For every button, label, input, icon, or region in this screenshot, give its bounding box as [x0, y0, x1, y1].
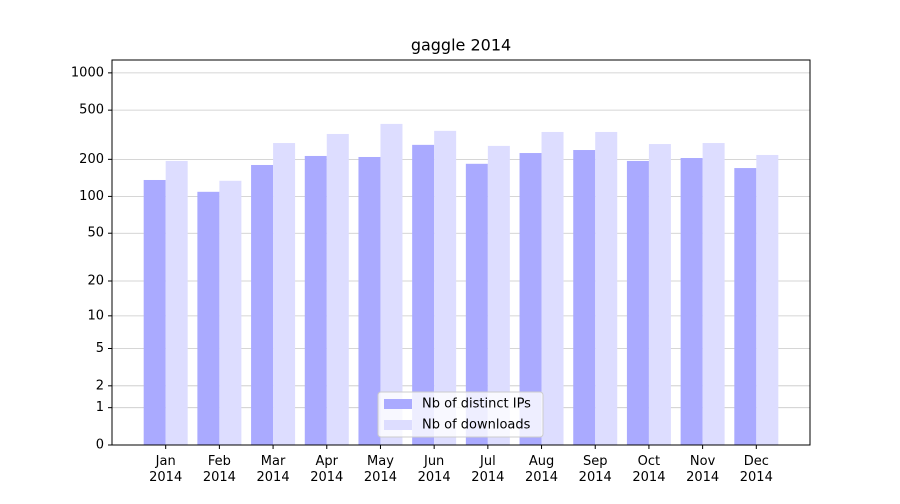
- x-tick-label: Apr 2014: [310, 454, 343, 485]
- chart-title: gaggle 2014: [411, 36, 511, 55]
- bar: [358, 156, 381, 445]
- y-tick-label: 1000: [71, 65, 104, 80]
- bar: [304, 155, 327, 445]
- bar: [626, 160, 649, 446]
- bar: [573, 150, 596, 445]
- bar: [487, 145, 510, 445]
- bar: [380, 123, 403, 446]
- bar: [519, 153, 542, 445]
- x-tick-label: Mar 2014: [257, 454, 290, 485]
- bar: [273, 143, 296, 445]
- legend-label: Nb of downloads: [422, 418, 531, 433]
- y-tick-label: 20: [87, 274, 104, 289]
- x-tick-label: May 2014: [364, 454, 397, 485]
- x-tick-label: Nov 2014: [686, 454, 719, 485]
- y-tick-label: 50: [87, 226, 104, 241]
- x-tick-label: Sep 2014: [579, 454, 612, 485]
- bar: [680, 158, 703, 445]
- bar: [434, 130, 457, 445]
- x-tick-label: Jan 2014: [149, 454, 182, 485]
- plot-frame: [111, 59, 811, 446]
- bar: [756, 154, 779, 445]
- x-tick-label: Aug 2014: [525, 454, 558, 485]
- legend-label: Nb of distinct IPs: [422, 397, 531, 412]
- bar: [541, 131, 564, 446]
- bar: [465, 163, 488, 445]
- x-tick-label: Jul 2014: [471, 454, 504, 485]
- y-tick-label: 2: [96, 378, 104, 393]
- bar: [326, 133, 349, 446]
- y-tick-label: 100: [79, 189, 104, 204]
- legend-box: [377, 391, 544, 438]
- bar: [165, 160, 188, 446]
- bar: [251, 164, 274, 445]
- bar: [219, 180, 242, 445]
- bar: [197, 191, 220, 445]
- y-tick-label: 200: [79, 152, 104, 167]
- bar: [412, 144, 435, 446]
- x-tick-label: Oct 2014: [632, 454, 665, 485]
- legend-swatch: [384, 420, 412, 430]
- y-tick-label: 0: [96, 438, 104, 453]
- y-tick-label: 500: [79, 103, 104, 118]
- bar: [595, 131, 618, 446]
- y-tick-label: 1: [96, 400, 104, 415]
- y-tick-label: 5: [96, 341, 104, 356]
- bar: [143, 179, 166, 445]
- bar: [648, 144, 671, 445]
- bar: [734, 168, 757, 446]
- x-tick-label: Dec 2014: [740, 454, 773, 485]
- bar: [702, 143, 725, 445]
- y-tick-label: 10: [87, 308, 104, 323]
- x-tick-label: Feb 2014: [203, 454, 236, 485]
- x-tick-label: Jun 2014: [418, 454, 451, 485]
- legend-swatch: [384, 399, 412, 409]
